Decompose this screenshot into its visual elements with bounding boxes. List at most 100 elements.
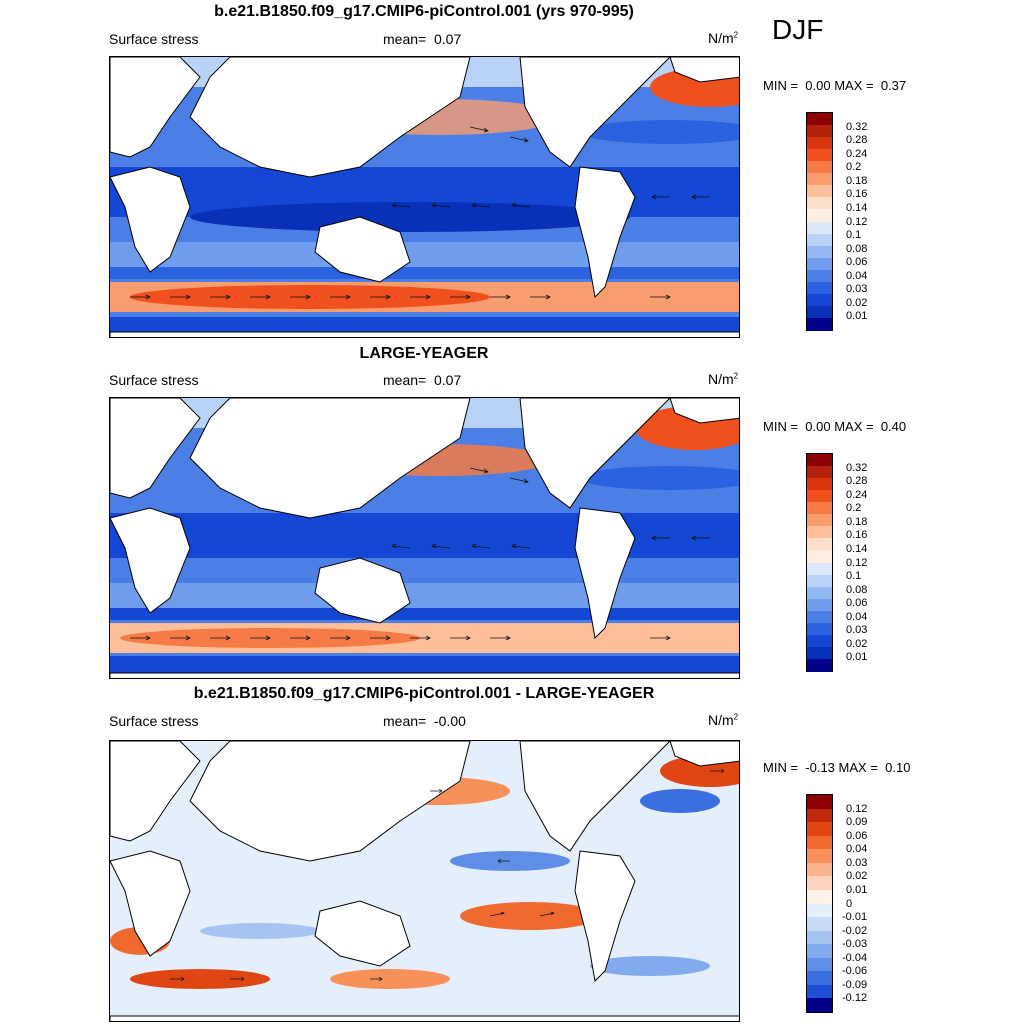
colorbar-tick-label: 0.01 [846,310,868,323]
min-max-readout: MIN = -0.13 MAX = 0.10 [763,760,911,775]
colorbar-tick-label: 0 [846,897,853,910]
colorbar-tick-label: 0.04 [846,843,868,856]
colorbar-swatch [807,903,832,918]
colorbar-swatch [807,317,832,331]
colorbar-tick-label: 0.18 [846,174,868,187]
min-max-readout: MIN = 0.00 MAX = 0.37 [763,78,907,93]
colorbar-tick-label: -0.04 [842,951,868,964]
colorbar-swatch [807,822,832,837]
colorbar-tick-label: 0.2 [846,161,862,174]
colorbar-swatch [807,876,832,891]
mean-readout: mean= 0.07 [383,372,461,388]
variable-label: Surface stress [109,713,199,729]
colorbar-swatch [807,971,832,986]
colorbar-tick-label: 0.12 [846,215,868,228]
colorbar-swatch [807,984,832,999]
colorbar-tick-label: -0.12 [842,992,868,1005]
colorbar-swatch [807,944,832,959]
colorbar-tick-label: 0.03 [846,283,868,296]
colorbar-tick-label: 0.12 [846,802,868,815]
units-label: N/m2 [708,30,739,46]
colorbar-swatch [807,113,832,126]
colorbar-tick-label: 0.03 [846,624,868,637]
panel-title: b.e21.B1850.f09_g17.CMIP6-piControl.001 … [214,3,634,20]
colorbar-swatch [807,622,832,636]
colorbar-tick-label: 0.03 [846,856,868,869]
mean-value: 0.07 [433,372,462,388]
colorbar-swatch [807,490,832,504]
colorbar-tick-label: 0.32 [846,120,868,133]
colorbar-tick-label: 0.14 [846,542,868,555]
colorbar-tick-label: 0.24 [846,147,868,160]
colorbar-swatch [807,173,832,187]
colorbar-swatch [807,478,832,492]
season-label: DJF [772,14,824,45]
colorbar-tick-label: -0.01 [842,911,868,924]
colorbar-swatch [807,930,832,945]
colorbar-swatch [807,221,832,235]
colorbar-2 [806,453,833,672]
colorbar-swatch [807,849,832,864]
mean-value: -0.00 [433,713,466,729]
colorbar-tick-label: 0.06 [846,829,868,842]
colorbar-tick-label: 0.24 [846,488,868,501]
colorbar-swatch [807,454,832,467]
colorbar-tick-label: 0.28 [846,475,868,488]
colorbar-swatch [807,610,832,624]
colorbar-swatch [807,161,832,175]
colorbar-swatch [807,586,832,600]
colorbar-tick-label: 0.01 [846,651,868,664]
colorbar-tick-label: 0.09 [846,816,868,829]
colorbar-swatch [807,998,832,1013]
colorbar-swatch [807,889,832,904]
variable-label: Surface stress [109,31,199,47]
mean-readout: mean= -0.00 [383,713,466,729]
colorbar-swatch [807,233,832,247]
mean-readout: mean= 0.07 [383,31,461,47]
colorbar-3 [806,794,833,1013]
colorbar-swatch [807,245,832,259]
colorbar-swatch [807,514,832,528]
colorbar-swatch [807,562,832,576]
units-label: N/m2 [708,371,739,387]
colorbar-tick-label: 0.14 [846,201,868,214]
colorbar-swatch [807,538,832,552]
map-panel-1 [109,56,740,338]
colorbar-swatch [807,149,832,163]
colorbar-tick-label: -0.06 [842,965,868,978]
panel-title: b.e21.B1850.f09_g17.CMIP6-piControl.001 … [193,685,655,702]
colorbar-swatch [807,502,832,516]
colorbar-tick-label: -0.03 [842,938,868,951]
colorbar-swatch [807,957,832,972]
colorbar-swatch [807,646,832,660]
colorbar-tick-label: 0.2 [846,502,862,515]
colorbar-swatch [807,574,832,588]
min-max-readout: MIN = 0.00 MAX = 0.40 [763,419,907,434]
colorbar-tick-label: -0.09 [842,978,868,991]
colorbar-tick-label: 0.12 [846,556,868,569]
colorbar-swatch [807,257,832,271]
colorbar-swatch [807,835,832,850]
colorbar-tick-label: 0.28 [846,134,868,147]
colorbar-swatch [807,466,832,480]
map-panel-2 [109,397,740,679]
units-label: N/m2 [708,712,739,728]
colorbar-swatch [807,269,832,283]
colorbar-swatch [807,137,832,151]
colorbar-swatch [807,209,832,223]
colorbar-swatch [807,305,832,319]
variable-label: Surface stress [109,372,199,388]
colorbar-tick-label: 0.08 [846,242,868,255]
colorbar-tick-label: 0.04 [846,610,868,623]
mean-label: mean= [383,31,427,47]
colorbar-tick-label: 0.18 [846,515,868,528]
panel-title: LARGE-YEAGER [359,345,489,362]
colorbar-swatch [807,598,832,612]
colorbar-1 [806,112,833,331]
map-panel-3 [109,740,740,1022]
colorbar-tick-label: 0.02 [846,870,868,883]
colorbar-swatch [807,862,832,877]
colorbar-tick-label: 0.32 [846,461,868,474]
mean-value: 0.07 [433,31,462,47]
colorbar-swatch [807,197,832,211]
